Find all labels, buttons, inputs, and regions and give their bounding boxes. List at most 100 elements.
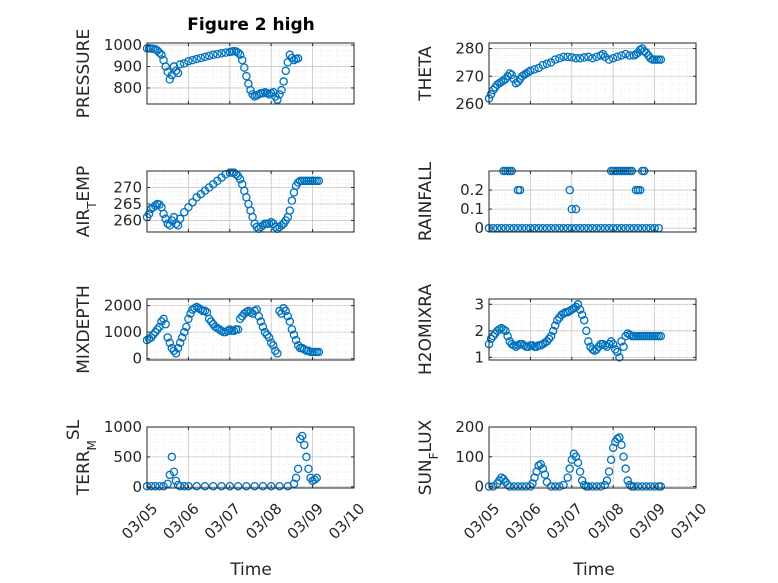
- data-point: [646, 54, 655, 63]
- data-point: [579, 480, 589, 490]
- ytick-label: 0: [474, 478, 484, 496]
- data-point: [275, 90, 284, 99]
- xtick-label: 03/09: [284, 500, 327, 543]
- data-point: [542, 59, 552, 69]
- data-point: [602, 476, 612, 485]
- data-point: [613, 52, 622, 62]
- data-point: [604, 467, 614, 476]
- data-point: [217, 49, 226, 58]
- data-point: [604, 339, 614, 349]
- ytick-label: 2: [474, 322, 484, 340]
- plot-area: [147, 427, 354, 488]
- data-point: [279, 304, 288, 313]
- data-point: [184, 481, 193, 491]
- data-point: [635, 185, 645, 195]
- data-point: [250, 481, 259, 491]
- data-point: [279, 77, 288, 86]
- data-point: [596, 51, 606, 60]
- ytick-label: 900: [113, 58, 142, 76]
- xtick-label: 03/06: [159, 500, 202, 543]
- data-point: [240, 63, 249, 72]
- data-point: [175, 214, 185, 224]
- data-point: [571, 204, 581, 214]
- data-point: [148, 330, 158, 340]
- data-point: [184, 56, 193, 66]
- data-point: [287, 196, 297, 205]
- data-point: [151, 327, 160, 337]
- data-point: [637, 482, 647, 491]
- data-point: [571, 54, 581, 63]
- data-point: [623, 476, 632, 485]
- data-point: [237, 55, 247, 65]
- data-point: [582, 326, 591, 336]
- data-point: [289, 330, 299, 340]
- axes-box: [488, 298, 697, 361]
- data-point: [588, 54, 597, 63]
- ylabel: PRESSURE: [74, 29, 94, 118]
- data-point: [254, 311, 264, 321]
- xtick-label: 03/07: [201, 500, 244, 543]
- data-point: [163, 333, 172, 342]
- data-point: [577, 310, 587, 320]
- data-point: [217, 481, 226, 491]
- data-point: [621, 49, 630, 59]
- panel-rainfall: 00.10.2 RAINFALL: [416, 161, 697, 241]
- data-point: [584, 337, 593, 346]
- data-point: [258, 322, 268, 332]
- panel-pressure: 800 900 1000 PRESSURE: [74, 29, 355, 118]
- data-point: [256, 317, 266, 326]
- data-point: [293, 464, 303, 474]
- data-point: [604, 55, 614, 64]
- panel-h2omixra: 1 2 3 H2OMIXRA: [416, 284, 697, 375]
- data-point: [538, 60, 548, 70]
- data-point: [242, 308, 251, 317]
- data-point: [488, 331, 498, 341]
- data-point: [584, 482, 593, 491]
- data-point: [171, 219, 181, 229]
- data-point: [579, 53, 589, 62]
- data-point: [208, 481, 218, 491]
- data-point: [229, 326, 239, 336]
- data-point: [575, 467, 585, 476]
- data-point: [615, 353, 624, 362]
- axes-box: [488, 426, 697, 489]
- data-point: [503, 480, 512, 490]
- data-point: [192, 481, 201, 491]
- data-point: [513, 341, 523, 350]
- xtick-label: 03/07: [543, 500, 586, 543]
- data-point: [144, 209, 154, 219]
- data-point: [161, 319, 170, 329]
- data-point: [287, 325, 297, 334]
- data-point: [285, 206, 295, 215]
- data-point: [246, 85, 255, 95]
- data-point: [540, 470, 550, 479]
- ytick-label: 0: [132, 478, 142, 496]
- data-point: [260, 327, 270, 337]
- panel-mixdepth: 0 1000 2000 MIXDEPTH: [74, 285, 355, 374]
- data-point: [486, 334, 496, 344]
- data-point: [613, 434, 622, 444]
- data-point: [180, 327, 189, 337]
- data-point: [629, 482, 639, 491]
- ylabel: SUNFLUX: [416, 419, 441, 495]
- data-point: [258, 481, 268, 491]
- data-point: [242, 71, 251, 81]
- ytick-label: 1: [474, 348, 484, 366]
- data-point: [175, 338, 185, 348]
- data-point: [291, 335, 301, 345]
- data-point: [625, 51, 635, 60]
- data-point: [600, 480, 610, 490]
- data-point: [633, 482, 643, 491]
- data-point: [146, 333, 156, 342]
- data-point: [314, 347, 324, 357]
- data-point: [186, 309, 195, 318]
- data-point: [542, 337, 552, 346]
- data-point: [161, 62, 170, 71]
- data-point: [225, 481, 235, 491]
- data-point: [200, 481, 210, 491]
- panel-theta: 260 270 280 THETA: [416, 40, 697, 113]
- data-point: [625, 330, 635, 340]
- ytick-label: 270: [113, 178, 142, 196]
